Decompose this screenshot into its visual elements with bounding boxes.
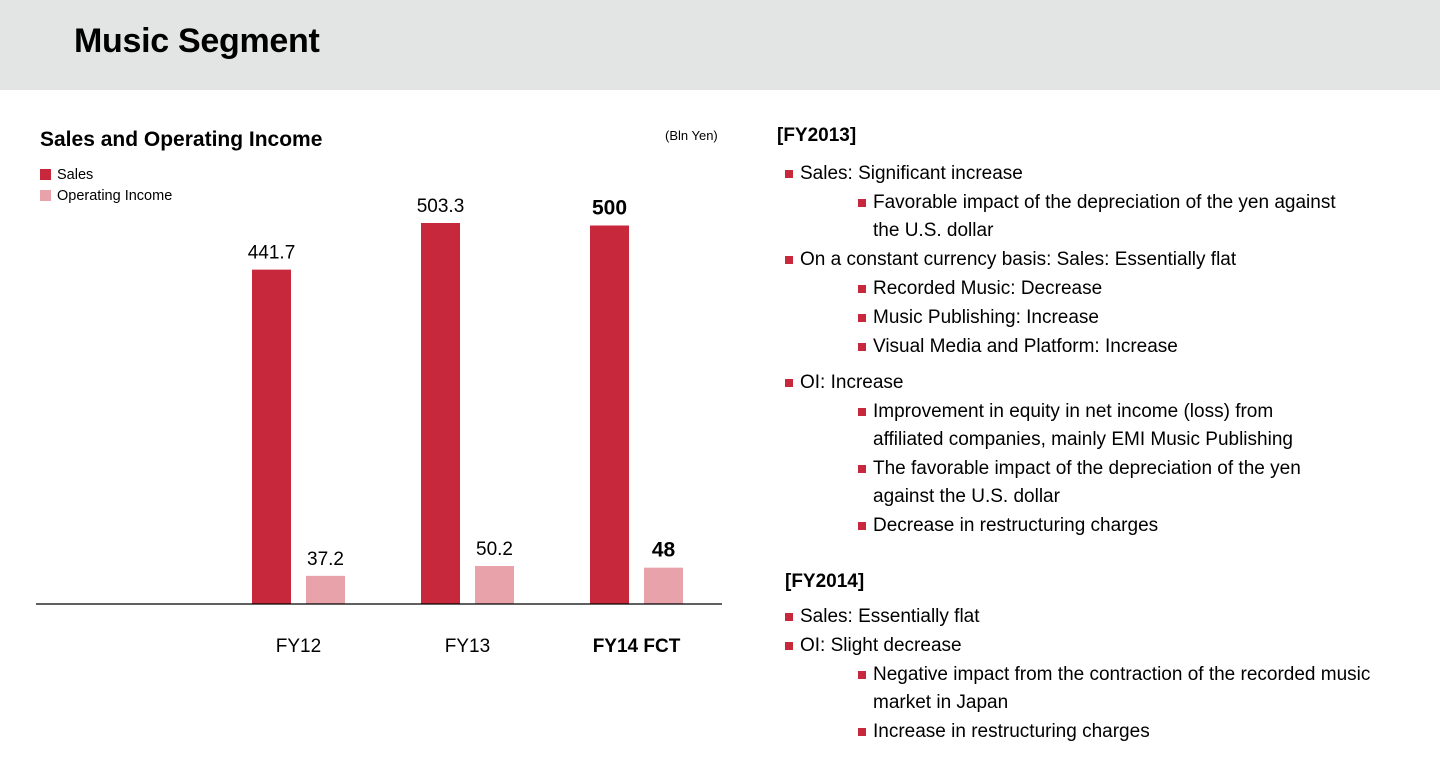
page-title: Music Segment <box>74 22 320 60</box>
bullet-icon <box>858 728 866 736</box>
list-item: Music Publishing: Increase <box>858 304 1099 332</box>
list-item-text: Sales: Essentially flat <box>800 606 980 627</box>
x-tick-label: FY13 <box>445 636 490 657</box>
list-item-line: market in Japan <box>873 692 1009 713</box>
list-item: OI: Increase <box>785 369 904 397</box>
list-item: Visual Media and Platform: Increase <box>858 333 1178 361</box>
legend-swatch-operating-income <box>40 190 51 201</box>
list-item: Decrease in restructuring charges <box>858 512 1158 540</box>
unit-note: (Bln Yen) <box>665 128 718 143</box>
bullet-icon <box>858 343 866 351</box>
section-title-fy2014: [FY2014] <box>785 571 865 592</box>
chart-legend: Sales Operating Income <box>40 164 172 206</box>
list-item: The favorable impact of the depreciation… <box>858 455 1301 511</box>
chart-title: Sales and Operating Income <box>40 128 323 151</box>
list-item-line: The favorable impact of the depreciation… <box>873 458 1301 479</box>
list-item-line: against the U.S. dollar <box>873 486 1060 507</box>
bullet-icon <box>785 170 793 178</box>
section-title-fy2013: [FY2013] <box>777 125 857 146</box>
list-item-text: Music Publishing: Increase <box>873 307 1099 328</box>
list-item: Negative impact from the contraction of … <box>858 661 1370 717</box>
list-item-text: Increase in restructuring charges <box>873 721 1150 742</box>
list-item-text: Improvement in equity in net income (los… <box>873 398 1293 454</box>
data-label: 500 <box>592 196 627 219</box>
list-item-text: OI: Slight decrease <box>800 635 962 656</box>
bullet-icon <box>858 314 866 322</box>
legend-swatch-sales <box>40 169 51 180</box>
x-tick-label: FY12 <box>276 636 321 657</box>
bullet-icon <box>858 465 866 473</box>
bar-sales-fy14-fct <box>590 225 629 604</box>
data-label: 441.7 <box>248 243 296 264</box>
bullet-icon <box>785 256 793 264</box>
bullet-icon <box>858 199 866 207</box>
legend-item-sales: Sales <box>40 164 172 185</box>
data-label: 503.3 <box>417 196 465 217</box>
list-item-text: Negative impact from the contraction of … <box>873 661 1370 717</box>
list-item: OI: Slight decrease <box>785 632 962 660</box>
legend-label-operating-income: Operating Income <box>57 187 173 204</box>
list-item: On a constant currency basis: Sales: Ess… <box>785 246 1236 274</box>
list-item-text: Sales: Significant increase <box>800 163 1023 184</box>
list-item-line: affiliated companies, mainly EMI Music P… <box>873 429 1293 450</box>
x-tick-label: FY14 FCT <box>593 636 681 657</box>
list-item-text: Recorded Music: Decrease <box>873 278 1103 299</box>
list-item-text: Decrease in restructuring charges <box>873 515 1159 536</box>
bar-sales-fy12 <box>252 269 291 604</box>
list-item: Increase in restructuring charges <box>858 718 1150 746</box>
bullet-icon <box>785 613 793 621</box>
bullet-icon <box>858 408 866 416</box>
list-item-line: Favorable impact of the depreciation of … <box>873 192 1336 213</box>
data-label: 37.2 <box>307 549 344 570</box>
bullet-icon <box>858 522 866 530</box>
header-band: Music Segment <box>0 0 1440 90</box>
list-item: Sales: Significant increase <box>785 160 1023 188</box>
list-item: Sales: Essentially flat <box>785 603 980 631</box>
list-item: Recorded Music: Decrease <box>858 275 1102 303</box>
bullet-icon <box>858 671 866 679</box>
bar-chart: 441.7 37.2 FY12 503.3 50.2 FY13 500 48 FY14 FCT <box>36 196 722 657</box>
bullet-icon <box>785 642 793 650</box>
list-item-text: OI: Increase <box>800 372 904 393</box>
list-item-line: the U.S. dollar <box>873 220 994 241</box>
notes-panel: [FY2013] [FY2014] Sales: Significant inc… <box>777 0 1440 770</box>
bar-sales-fy13 <box>421 223 460 604</box>
list-item-text: Favorable impact of the depreciation of … <box>873 189 1336 245</box>
bar-operating-income-fy13 <box>475 565 514 604</box>
legend-item-operating-income: Operating Income <box>40 185 172 206</box>
data-label: 48 <box>652 539 676 562</box>
list-item: Improvement in equity in net income (los… <box>858 398 1293 454</box>
list-item-text: On a constant currency basis: Sales: Ess… <box>800 249 1237 270</box>
bar-operating-income-fy14-fct <box>644 567 683 604</box>
bullet-icon <box>785 379 793 387</box>
list-item-line: Improvement in equity in net income (los… <box>873 401 1274 422</box>
list-item-line: Negative impact from the contraction of … <box>873 664 1371 685</box>
list-item-text: Visual Media and Platform: Increase <box>873 336 1178 357</box>
list-item: Favorable impact of the depreciation of … <box>858 189 1336 245</box>
legend-label-sales: Sales <box>57 166 94 183</box>
list-item-text: The favorable impact of the depreciation… <box>873 455 1301 511</box>
bar-operating-income-fy12 <box>306 575 345 604</box>
data-label: 50.2 <box>476 539 513 560</box>
bullet-icon <box>858 285 866 293</box>
